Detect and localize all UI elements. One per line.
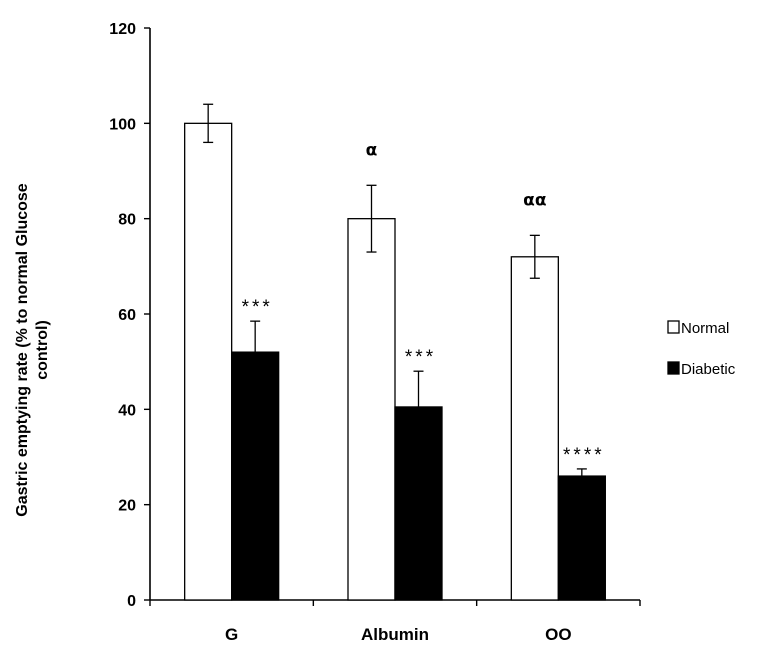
y-tick-label: 100 — [109, 116, 136, 133]
significance-stars: **** — [563, 445, 605, 466]
legend-swatch-normal — [667, 320, 680, 334]
y-tick-label: 20 — [118, 498, 136, 515]
significance-alpha: αα — [523, 190, 546, 210]
y-tick-label: 0 — [127, 593, 136, 610]
bar-diabetic — [231, 351, 280, 601]
x-category-label: OO — [545, 625, 571, 644]
legend-label-normal: Normal — [681, 320, 729, 337]
y-axis-label-line-1: Gastric emptying rate (% to normal Gluco… — [14, 183, 31, 517]
error-bars — [203, 103, 587, 484]
x-category-label: G — [225, 625, 238, 644]
y-tick-label: 40 — [118, 402, 136, 419]
bar-diabetic — [557, 475, 606, 601]
significance-stars: *** — [242, 297, 273, 318]
significance-stars: *** — [405, 347, 436, 368]
legend: Normal Diabetic — [667, 320, 736, 378]
significance-annotations: **********ααα — [242, 140, 605, 466]
bar-normal — [184, 122, 233, 601]
bar-normal — [347, 218, 396, 601]
y-tick-label: 60 — [118, 307, 136, 324]
x-category-label: Albumin — [361, 625, 429, 644]
y-tick-label: 80 — [118, 212, 136, 229]
bar-normal — [510, 256, 559, 601]
y-axis-label-line-2: control) — [34, 320, 51, 380]
legend-label-diabetic: Diabetic — [681, 361, 736, 378]
legend-swatch-diabetic — [667, 361, 680, 375]
axes: 0 20 40 60 80 100 120 G Albumin OO — [109, 21, 641, 644]
y-tick-label: 120 — [109, 21, 136, 38]
significance-alpha: α — [366, 140, 378, 160]
